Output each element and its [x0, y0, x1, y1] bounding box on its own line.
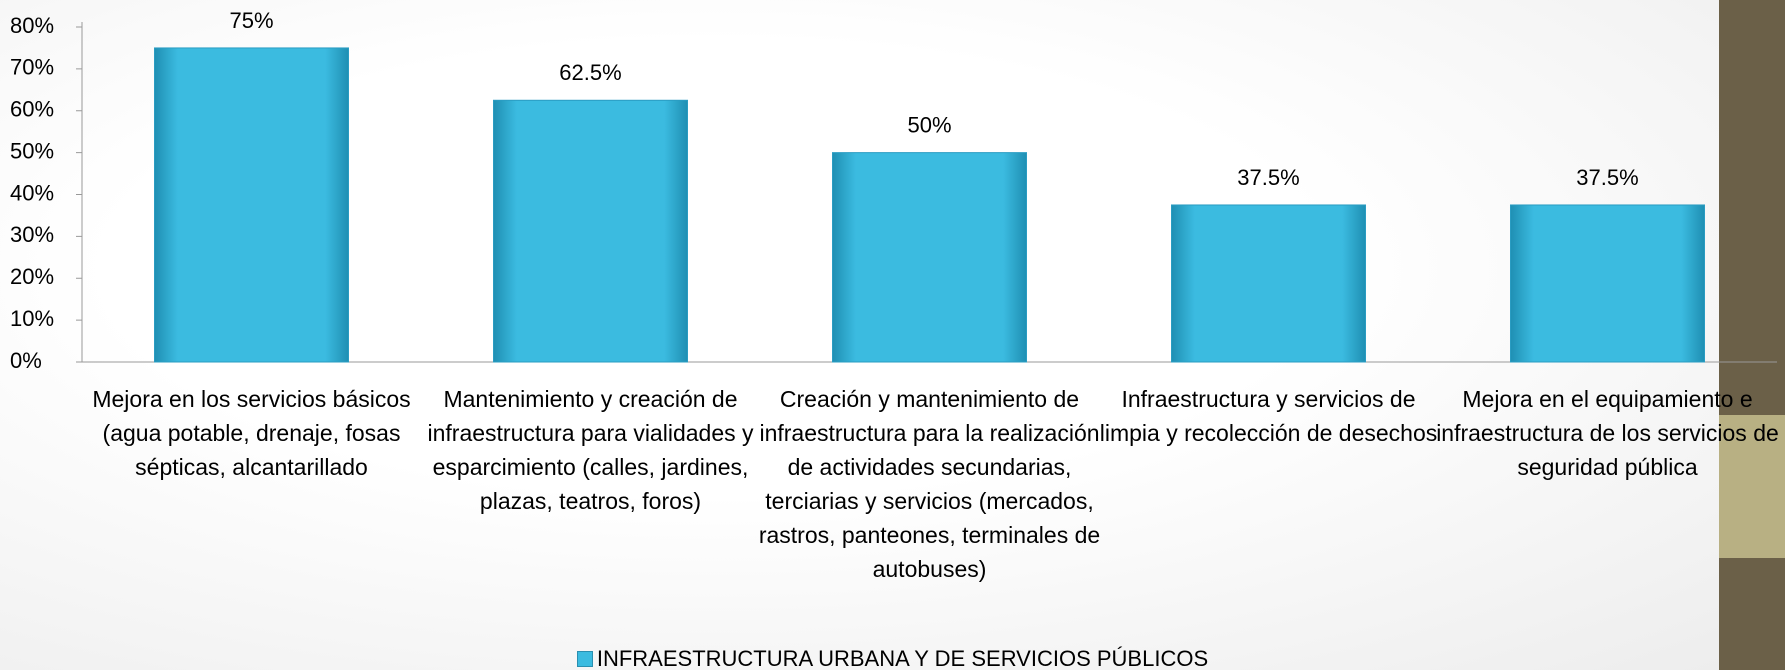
- x-tick-label: Infraestructura y servicios de limpia y …: [1099, 386, 1438, 446]
- legend-swatch: [576, 651, 593, 667]
- x-tick-label: Mantenimiento y creación de infraestruct…: [427, 386, 754, 514]
- bar: [1510, 204, 1705, 363]
- data-label: 50%: [907, 112, 951, 137]
- bar: [832, 152, 1027, 363]
- x-tick-label: Mejora en los servicios básicos (agua po…: [92, 386, 411, 480]
- y-tick-label: 80%: [10, 13, 54, 38]
- data-label: 62.5%: [559, 60, 621, 85]
- bar: [1171, 204, 1366, 363]
- x-tick-label: Mejora en el equipamiento e infraestruct…: [1436, 386, 1779, 480]
- y-tick-label: 60%: [10, 97, 54, 122]
- y-tick-label: 70%: [10, 55, 54, 80]
- y-tick-label: 20%: [10, 264, 54, 289]
- data-label: 75%: [229, 8, 273, 33]
- bar: [493, 99, 688, 363]
- y-tick-label: 10%: [10, 306, 54, 331]
- data-label: 37.5%: [1237, 165, 1299, 190]
- bar: [154, 47, 349, 363]
- x-tick-label: Creación y mantenimiento de infraestruct…: [758, 386, 1101, 582]
- side-panel: [1719, 0, 1785, 670]
- data-label: 37.5%: [1576, 165, 1638, 190]
- y-tick-label: 0%: [10, 348, 42, 373]
- y-tick-label: 50%: [10, 138, 54, 163]
- y-tick-label: 30%: [10, 222, 54, 247]
- side-panel-accent: [1719, 415, 1785, 558]
- legend: INFRAESTRUCTURA URBANA Y DE SERVICIOS PÚ…: [0, 646, 1785, 670]
- y-tick-label: 40%: [10, 180, 54, 205]
- legend-label: INFRAESTRUCTURA URBANA Y DE SERVICIOS PÚ…: [596, 646, 1209, 670]
